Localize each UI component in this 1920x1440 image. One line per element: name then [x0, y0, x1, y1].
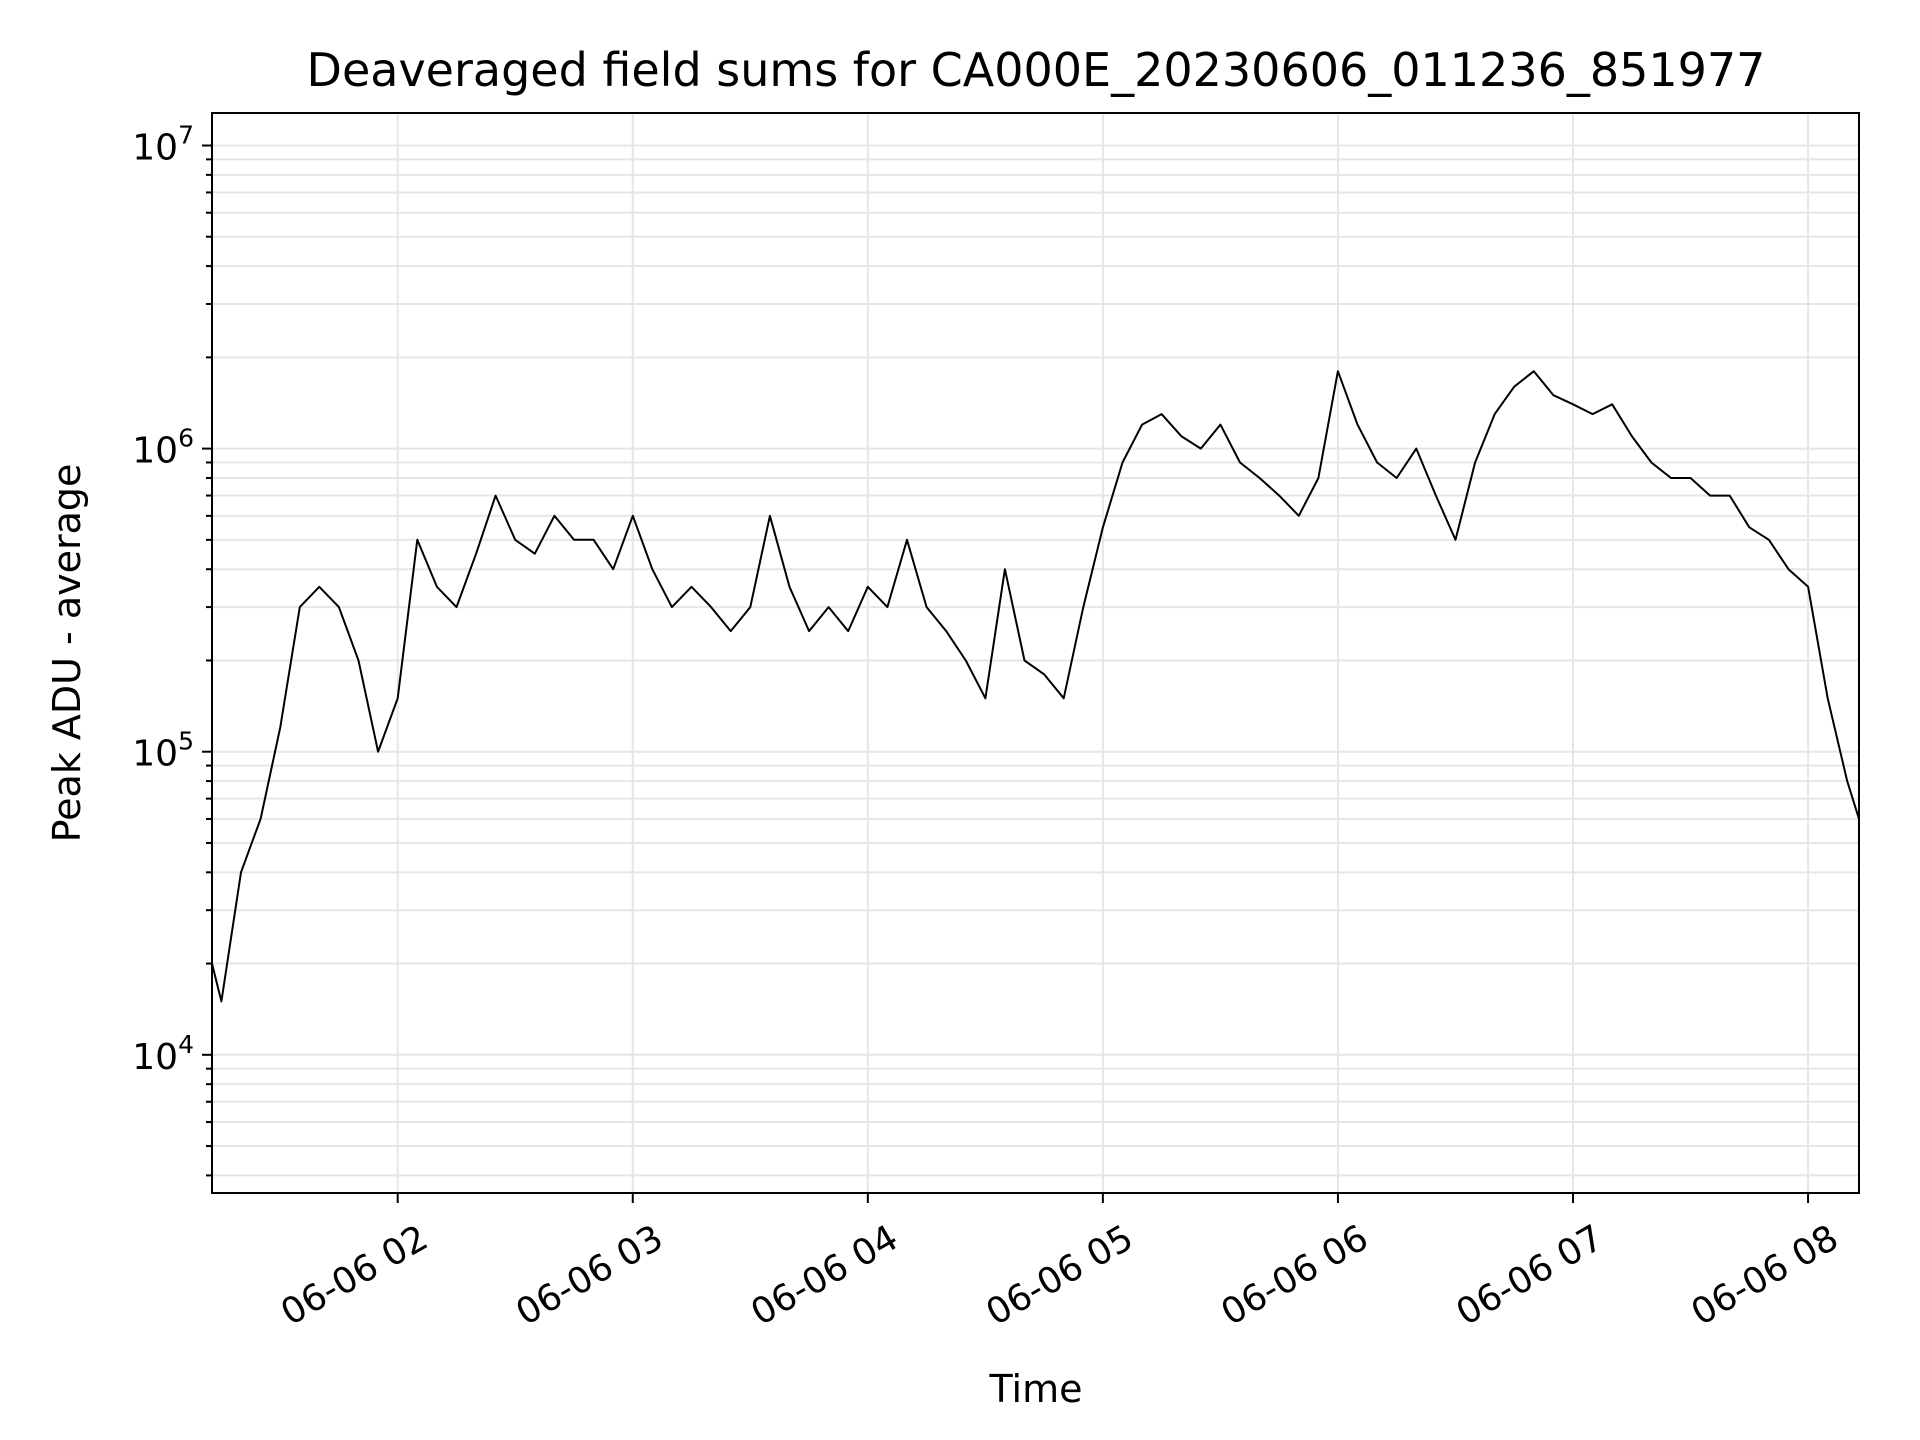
chart-title: Deaveraged field sums for CA000E_2023060… — [307, 43, 1766, 97]
y-axis-label: Peak ADU - average — [45, 464, 89, 843]
grid — [212, 113, 1859, 1193]
y-tick-label: 105 — [132, 727, 194, 775]
series-line-0 — [211, 370, 1860, 1003]
plot-frame — [211, 112, 1860, 1194]
y-tick-label: 106 — [132, 424, 194, 472]
y-tick-label: 107 — [132, 120, 194, 168]
y-tick-label: 104 — [132, 1030, 194, 1078]
x-axis-label: Time — [989, 1367, 1083, 1411]
data-series — [211, 370, 1860, 1003]
